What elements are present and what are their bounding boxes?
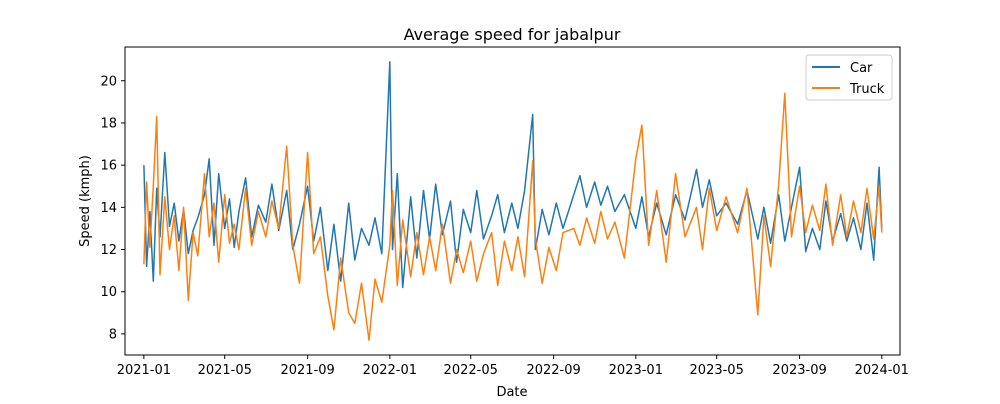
- x-tick-label: 2021-05: [198, 363, 252, 378]
- y-axis: 8 10 12 14 16 18 20: [100, 74, 125, 342]
- x-tick-label: 2024-01: [855, 363, 909, 378]
- series-line-truck: [143, 92, 883, 341]
- x-tick-label: 2023-05: [690, 363, 744, 378]
- plot-frame: [124, 46, 901, 356]
- x-axis: 2021-01 2021-05 2021-09 2022-01 2022-05 2022-…: [117, 355, 909, 378]
- y-tick-label: 20: [100, 74, 117, 89]
- y-tick-label: 8: [109, 327, 117, 342]
- y-axis-label: Speed (kmph): [78, 155, 93, 247]
- legend-label-truck: Truck: [849, 82, 885, 97]
- x-tick-label: 2022-09: [526, 363, 580, 378]
- x-tick-label: 2022-05: [444, 363, 498, 378]
- x-tick-label: 2023-09: [772, 363, 826, 378]
- y-tick-label: 16: [100, 159, 117, 174]
- x-tick-label: 2022-01: [363, 363, 417, 378]
- series-lines: [143, 61, 883, 341]
- x-tick-label: 2021-01: [117, 363, 171, 378]
- x-tick-label: 2023-01: [609, 363, 663, 378]
- series-line-car: [143, 61, 883, 289]
- chart-title: Average speed for jabalpur: [404, 25, 621, 44]
- legend-label-car: Car: [850, 61, 873, 76]
- y-tick-label: 18: [100, 116, 117, 131]
- x-axis-label: Date: [496, 385, 527, 400]
- legend: Car Truck: [805, 54, 893, 101]
- y-tick-label: 10: [100, 285, 117, 300]
- x-tick-label: 2021-09: [280, 363, 334, 378]
- y-tick-label: 14: [100, 201, 117, 216]
- y-tick-label: 12: [100, 243, 117, 258]
